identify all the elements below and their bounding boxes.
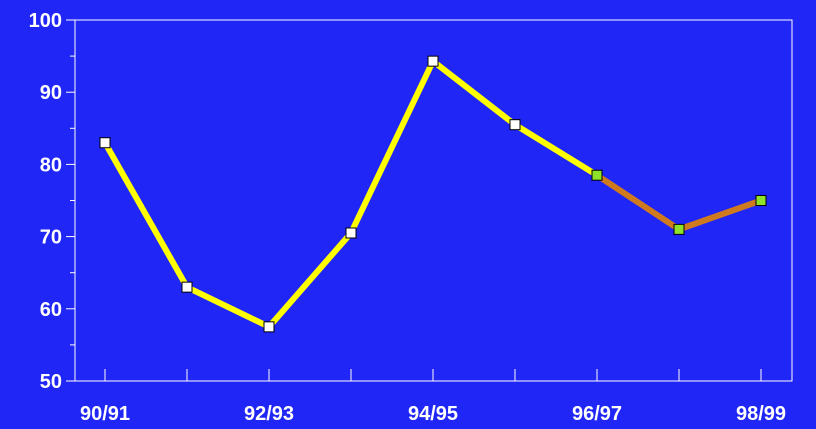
data-point-marker (427, 55, 439, 67)
y-tick-label: 60 (40, 299, 62, 321)
series-lines (102, 58, 764, 330)
x-tick-label: 90/91 (80, 403, 130, 425)
y-tick-label: 100 (29, 10, 62, 32)
y-tick-label: 80 (40, 154, 62, 176)
data-point-marker (755, 195, 767, 206)
x-axis: 90/91 92/93 94/95 96/97 98/99 (80, 369, 786, 425)
x-tick-label: 96/97 (572, 403, 622, 425)
x-tick-label: 94/95 (408, 403, 458, 425)
series-line-segment (594, 172, 764, 233)
y-tick-label: 50 (40, 371, 62, 393)
data-point-marker (673, 223, 685, 235)
data-point-marker (591, 169, 603, 181)
data-point-marker (99, 137, 111, 149)
x-tick-label: 92/93 (244, 403, 294, 425)
data-point-marker (345, 227, 357, 239)
data-point-marker (263, 321, 275, 333)
x-tick-label: 98/99 (736, 403, 786, 425)
data-point-marker (181, 281, 193, 293)
data-point-marker (509, 119, 521, 131)
y-tick-label: 90 (40, 82, 62, 104)
series-markers (99, 55, 767, 333)
series-line-segment (102, 58, 600, 330)
y-axis: 50 60 70 80 90 100 (29, 10, 75, 393)
y-tick-label: 70 (40, 227, 62, 249)
plot-area (74, 19, 793, 382)
